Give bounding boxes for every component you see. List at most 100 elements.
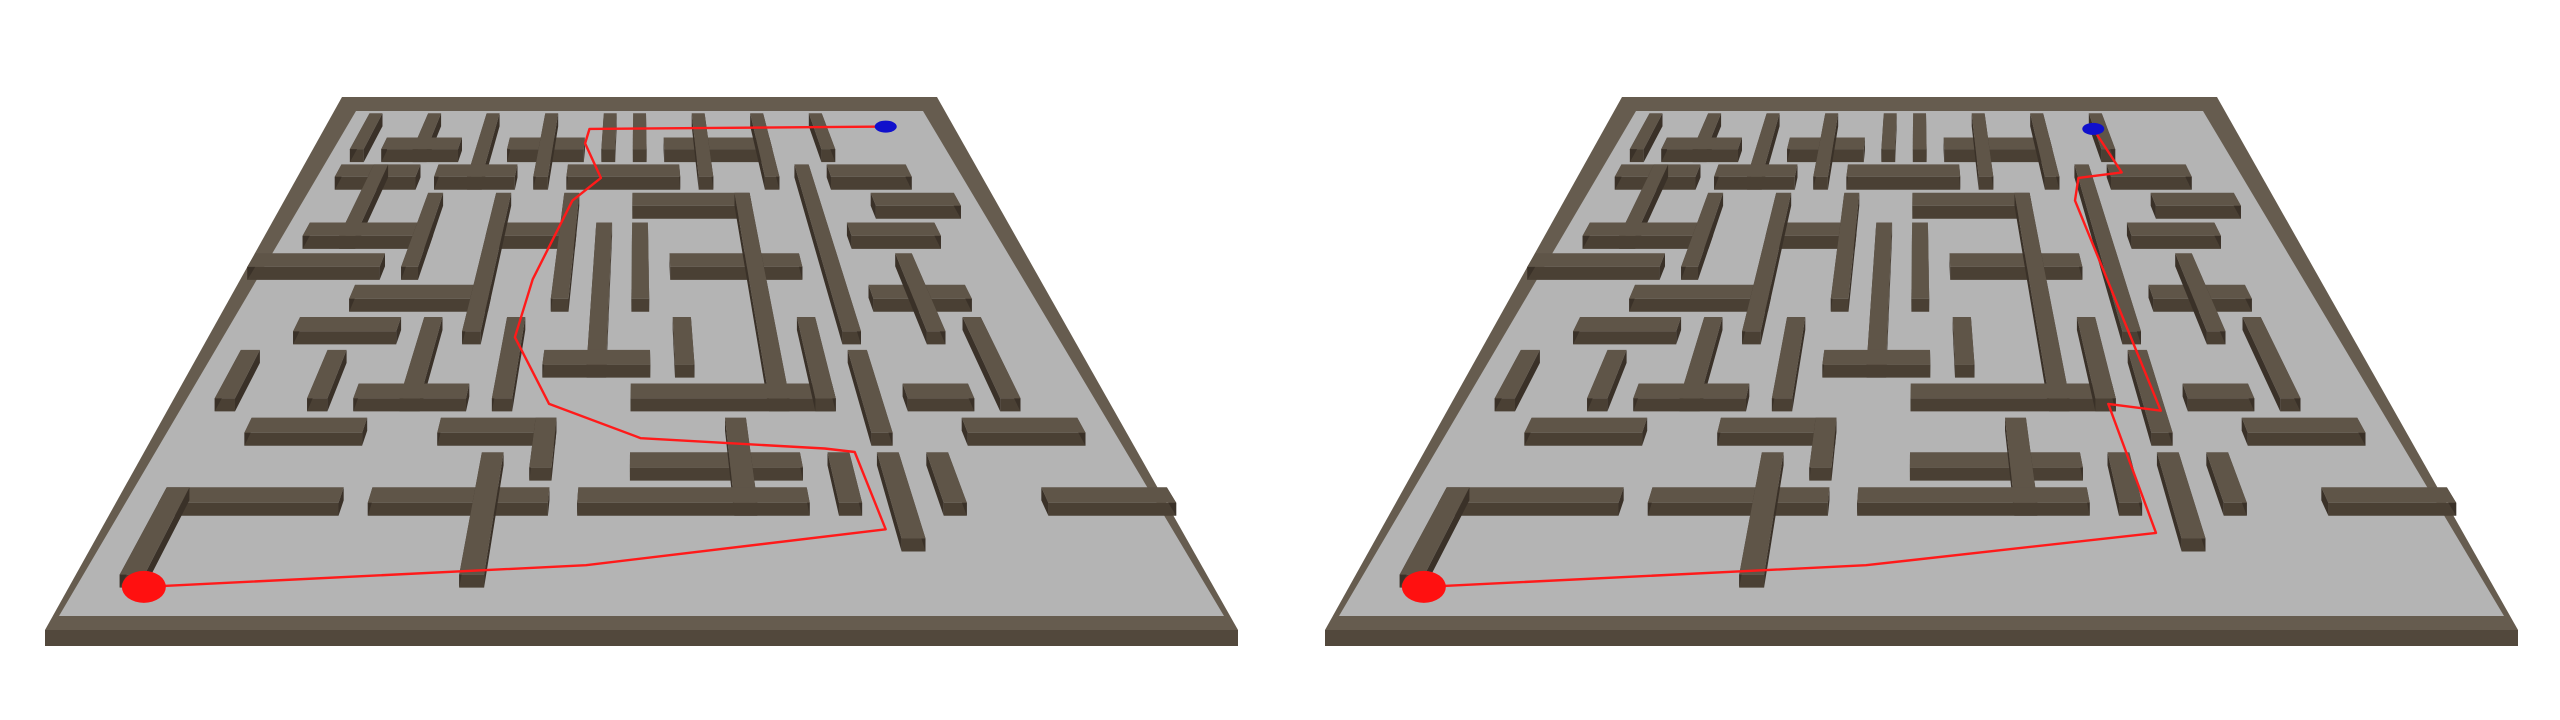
- maze-wall: [1912, 192, 2032, 219]
- maze-wall: [669, 253, 803, 280]
- maze-wall: [902, 383, 975, 412]
- maze-wall: [244, 417, 368, 446]
- maze-wall: [2206, 452, 2247, 516]
- maze-wall: [2175, 253, 2226, 345]
- maze-walls: [1399, 113, 2457, 588]
- maze-wall: [434, 164, 518, 190]
- maze-wall: [750, 113, 780, 190]
- solution-path-2: [1423, 128, 2163, 589]
- solution-path-1: [143, 125, 887, 589]
- maze-wall: [293, 317, 402, 345]
- maze-wall: [529, 417, 557, 481]
- maze-wall: [1771, 317, 1806, 412]
- goal-marker: [2082, 122, 2105, 135]
- maze-wall: [577, 487, 810, 516]
- maze-wall: [672, 317, 695, 378]
- maze-wall: [462, 192, 512, 345]
- maze-wall: [1527, 253, 1665, 280]
- maze-wall: [631, 222, 650, 312]
- maze-wall: [2242, 317, 2301, 412]
- maze-wall: [1830, 192, 1860, 312]
- maze-wall: [1647, 487, 1830, 516]
- maze-wall: [302, 222, 434, 249]
- maze-wall: [1846, 164, 1961, 190]
- maze-wall: [349, 113, 383, 163]
- maze-wall: [1629, 113, 1663, 163]
- maze-wall: [601, 113, 617, 163]
- maze-wall: [846, 222, 941, 249]
- maze-wall: [1813, 113, 1839, 190]
- maze-wall: [1661, 137, 1742, 163]
- maze-border-front: [1325, 630, 2518, 646]
- maze-wall: [847, 349, 893, 446]
- maze-wall: [1949, 253, 2083, 280]
- maze-panel-right: [1325, 97, 2518, 646]
- maze-wall: [2241, 417, 2366, 446]
- maze-wall: [2127, 349, 2173, 446]
- maze-wall: [2156, 452, 2206, 552]
- maze-wall: [1717, 417, 1837, 446]
- maze-wall: [629, 452, 803, 481]
- maze-wall: [1822, 349, 1931, 378]
- maze-wall: [1524, 417, 1648, 446]
- maze-wall: [353, 383, 470, 412]
- maze-wall: [401, 192, 444, 280]
- maze-wall: [2126, 222, 2221, 249]
- maze-wall: [796, 317, 836, 412]
- goal-marker: [874, 120, 897, 133]
- maze-wall: [1714, 164, 1798, 190]
- maze-wall: [1911, 222, 1930, 312]
- maze-wall: [2076, 317, 2116, 412]
- maze-walls: [119, 113, 1177, 588]
- maze-wall: [2030, 113, 2060, 190]
- maze-border-front: [45, 630, 1238, 646]
- maze-wall: [826, 164, 912, 190]
- maze-wall: [381, 137, 462, 163]
- maze-wall: [367, 487, 550, 516]
- maze-wall: [1971, 113, 1994, 190]
- maze-wall: [1739, 452, 1784, 588]
- maze-wall: [632, 192, 752, 219]
- maze-wall: [566, 164, 681, 190]
- maze-wall: [1494, 349, 1540, 412]
- maze-wall: [1952, 317, 1975, 378]
- maze-wall: [808, 113, 836, 163]
- maze-wall: [876, 452, 926, 552]
- maze-wall: [1041, 487, 1177, 516]
- maze-wall: [2014, 192, 2070, 412]
- start-marker: [1401, 570, 1446, 603]
- maze-wall: [307, 349, 347, 412]
- maze-wall: [870, 192, 961, 219]
- maze-wall: [1912, 113, 1927, 163]
- maze-wall: [1681, 192, 1724, 280]
- maze-wall: [1943, 137, 2053, 163]
- maze-wall: [2150, 192, 2241, 219]
- maze-wall: [663, 137, 773, 163]
- maze-wall: [491, 317, 526, 412]
- maze-wall: [1582, 222, 1714, 249]
- maze-wall: [1809, 417, 1837, 481]
- maze-wall: [895, 253, 946, 345]
- maze-wall: [2106, 164, 2192, 190]
- maze-wall: [794, 164, 861, 345]
- maze-wall: [1742, 192, 1792, 345]
- maze-wall: [247, 253, 385, 280]
- maze-wall: [926, 452, 967, 516]
- maze-wall: [459, 452, 504, 588]
- maze-wall: [542, 349, 651, 378]
- maze-wall: [632, 113, 647, 163]
- maze-wall: [1765, 222, 1857, 249]
- maze-wall: [1881, 113, 1897, 163]
- maze-wall: [630, 383, 836, 412]
- maze-wall: [533, 113, 559, 190]
- maze-wall: [586, 222, 613, 378]
- maze-wall: [1909, 452, 2083, 481]
- maze-wall: [962, 317, 1021, 412]
- start-marker: [121, 570, 166, 603]
- maze-wall: [2182, 383, 2255, 412]
- maze-wall: [1910, 383, 2116, 412]
- maze-wall: [1857, 487, 2090, 516]
- maze-wall: [2321, 487, 2457, 516]
